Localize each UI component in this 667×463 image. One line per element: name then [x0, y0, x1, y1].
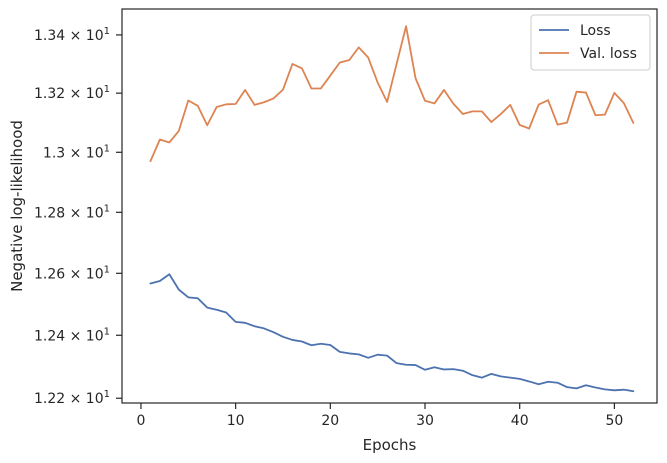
y-tick-label: 1.26 × 101 [34, 264, 110, 282]
y-tick-label: 1.34 × 101 [34, 26, 110, 44]
x-tick-label: 0 [136, 413, 145, 429]
x-axis-label: Epochs [363, 436, 417, 454]
y-tick-label: 1.24 × 101 [34, 326, 110, 344]
x-axis: 0 10 20 30 40 50 [136, 403, 623, 429]
plot-frame [121, 8, 658, 404]
x-tick-label: 20 [321, 413, 339, 429]
y-tick-label: 1.32 × 101 [34, 84, 110, 102]
legend-box [530, 14, 651, 71]
legend: Loss Val. loss [530, 14, 651, 71]
series-line-val-loss [149, 25, 635, 163]
x-tick-label: 50 [605, 413, 623, 429]
y-tick-label: 1.28 × 101 [34, 203, 110, 221]
x-tick-label: 30 [416, 413, 434, 429]
legend-label-loss: Loss [580, 23, 611, 39]
series-line-loss [149, 273, 635, 393]
y-tick-label: 1.22 × 101 [34, 389, 110, 407]
x-tick-label: 10 [227, 413, 245, 429]
series-layer [149, 25, 635, 393]
legend-label-val-loss: Val. loss [580, 46, 637, 62]
x-tick-label: 40 [511, 413, 529, 429]
y-axis: 1.22 × 101 1.24 × 101 1.26 × 101 1.28 × 101… [34, 26, 122, 407]
y-tick-label: 1.3 × 101 [43, 143, 110, 161]
y-axis-label: Negative log-likelihood [8, 120, 26, 292]
